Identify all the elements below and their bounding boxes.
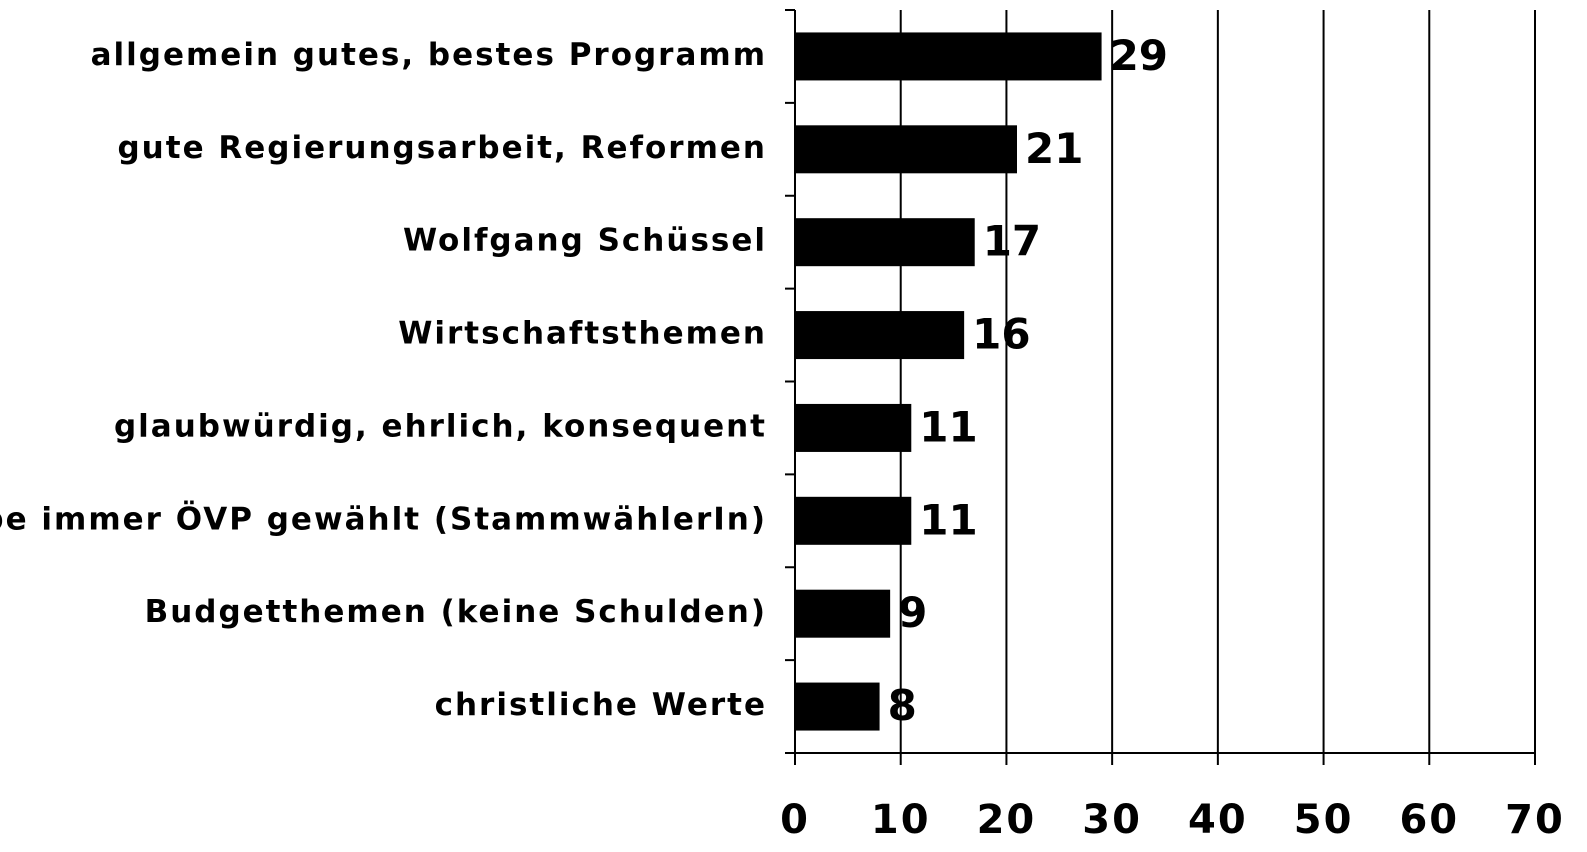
bar — [795, 682, 880, 731]
bar — [795, 125, 1017, 174]
x-tick-label: 30 — [1082, 797, 1142, 843]
y-tick-label: christliche Werte — [435, 687, 767, 723]
data-label: 9 — [898, 588, 927, 637]
x-tick-label: 60 — [1399, 797, 1459, 843]
x-tick-label: 50 — [1294, 797, 1354, 843]
bar — [795, 589, 891, 638]
data-label: 21 — [1025, 124, 1083, 173]
bar — [795, 218, 975, 267]
data-label: 16 — [972, 310, 1030, 359]
data-label: 11 — [919, 402, 977, 451]
data-label: 11 — [919, 495, 977, 544]
y-tick-label: Wolfgang Schüssel — [403, 223, 767, 259]
bar — [795, 32, 1102, 81]
data-label: 17 — [983, 217, 1041, 266]
y-tick-label: Wirtschaftsthemen — [398, 316, 767, 352]
data-label: 29 — [1110, 31, 1168, 80]
x-tick-label: 10 — [871, 797, 931, 843]
bar — [795, 496, 912, 545]
x-tick-label: 0 — [780, 797, 810, 843]
y-tick-label: Budgetthemen (keine Schulden) — [145, 594, 767, 630]
x-tick-label: 40 — [1188, 797, 1248, 843]
x-tick-label: 70 — [1505, 797, 1565, 843]
y-tick-label: gute Regierungsarbeit, Reformen — [117, 130, 767, 166]
bar — [795, 311, 965, 360]
y-tick-label: habe immer ÖVP gewählt (StammwählerIn) — [0, 500, 767, 537]
data-label: 8 — [888, 681, 917, 730]
bar — [795, 403, 912, 452]
x-tick-label: 20 — [977, 797, 1037, 843]
y-tick-label: allgemein gutes, bestes Programm — [91, 37, 767, 73]
y-tick-label: glaubwürdig, ehrlich, konsequent — [114, 408, 767, 444]
